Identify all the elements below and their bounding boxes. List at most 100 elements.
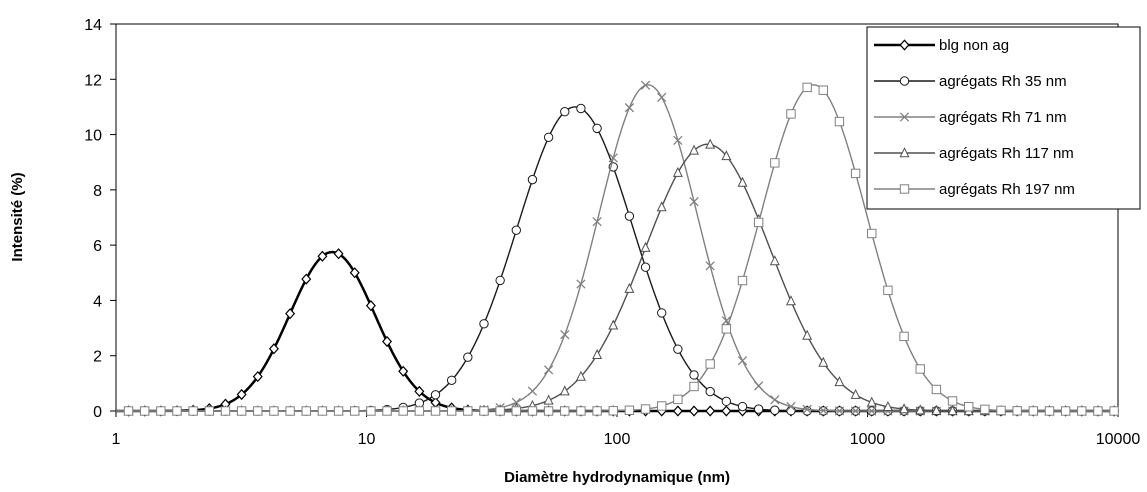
series-5-point bbox=[1012, 406, 1022, 416]
legend: blg non ag agrégats Rh 35 nm agrégats Rh 7… bbox=[866, 26, 1141, 210]
y-tick-label: 6 bbox=[93, 238, 102, 255]
legend-item-3: agrégats Rh 71 nm bbox=[874, 109, 1067, 126]
legend-item-4-label: agrégats Rh 117 nm bbox=[939, 145, 1074, 162]
series-3-point bbox=[689, 196, 699, 207]
series-5-point bbox=[834, 116, 845, 127]
x-tick-label: 1 bbox=[112, 431, 121, 448]
series-3-point bbox=[867, 406, 877, 416]
series-3-point bbox=[737, 356, 748, 366]
series-4-point bbox=[915, 404, 926, 415]
series-5-point bbox=[333, 406, 344, 416]
series-5-point bbox=[139, 406, 150, 416]
series-2-point bbox=[576, 103, 586, 114]
series-1-point bbox=[382, 335, 393, 348]
series-2-point bbox=[543, 132, 554, 142]
series-4-point bbox=[834, 376, 845, 387]
series-5-point bbox=[753, 217, 764, 228]
series-2-point bbox=[705, 386, 715, 397]
series-4-point bbox=[543, 394, 554, 405]
series-5-point bbox=[721, 324, 732, 334]
series-5-point bbox=[705, 359, 715, 369]
series-5-point bbox=[204, 406, 215, 416]
series-2-point bbox=[657, 308, 667, 318]
series-3-point bbox=[802, 404, 812, 415]
series-5-point bbox=[867, 228, 877, 239]
series-1-point bbox=[333, 248, 344, 260]
series-5-point bbox=[964, 402, 974, 412]
series-5-point bbox=[382, 406, 392, 416]
x-tick-label: 10000 bbox=[1096, 431, 1141, 448]
series-4-point bbox=[850, 388, 861, 399]
y-tick-label: 4 bbox=[93, 293, 102, 310]
legend-item-3-label: agrégats Rh 71 nm bbox=[939, 109, 1067, 126]
series-1-point bbox=[349, 267, 360, 279]
series-2-point bbox=[527, 174, 538, 185]
series-5-point bbox=[947, 396, 958, 406]
series-2-point bbox=[640, 262, 651, 272]
series-5-point bbox=[285, 406, 295, 416]
series-1-point bbox=[301, 273, 312, 285]
series-4-point bbox=[624, 282, 635, 293]
series-5-point bbox=[996, 405, 1006, 416]
series-3-point bbox=[786, 401, 796, 412]
series-3-point bbox=[721, 316, 732, 326]
series-3-point bbox=[753, 381, 764, 391]
series-5-point bbox=[657, 401, 667, 411]
series-4-point bbox=[802, 329, 813, 340]
series-2-point bbox=[446, 375, 457, 385]
series-2-point bbox=[479, 319, 489, 329]
series-4-point bbox=[656, 201, 667, 212]
series-5-point bbox=[673, 394, 683, 405]
series-3-point bbox=[511, 397, 521, 408]
x-axis-title: Diamètre hydrodynamique (nm) bbox=[504, 469, 730, 486]
series-5-point bbox=[236, 406, 247, 416]
series-5-point bbox=[980, 404, 990, 415]
series-5-point bbox=[479, 406, 489, 416]
y-tick-label: 12 bbox=[84, 72, 102, 89]
legend-item-1-point bbox=[899, 39, 910, 51]
series-layer bbox=[116, 80, 1120, 417]
series-5-point bbox=[576, 406, 586, 416]
series-2-point bbox=[721, 396, 732, 407]
series-2-point bbox=[495, 275, 505, 286]
series-3-point bbox=[560, 330, 570, 340]
series-1-point bbox=[705, 405, 716, 417]
series-5-point bbox=[172, 406, 182, 416]
series-3-point bbox=[624, 103, 635, 113]
y-axis: 0 2 4 6 8 10 12 14 bbox=[84, 17, 116, 421]
series-2-point bbox=[737, 401, 748, 412]
series-4-point bbox=[882, 400, 893, 411]
series-3-point bbox=[834, 406, 845, 416]
series-5-point bbox=[1044, 406, 1055, 416]
series-5-point bbox=[398, 406, 408, 416]
series-4-point bbox=[592, 348, 603, 360]
series-1-point bbox=[285, 308, 296, 320]
series-3-point bbox=[770, 395, 780, 405]
series-4-point bbox=[737, 176, 748, 187]
series-2-point bbox=[802, 406, 812, 416]
series-5-point bbox=[350, 406, 360, 416]
series-1-point bbox=[398, 365, 409, 377]
series-5-point bbox=[592, 406, 602, 416]
series-5-point bbox=[560, 406, 570, 416]
series-5-point bbox=[414, 406, 425, 416]
series-5-point bbox=[899, 331, 909, 342]
series-5-point bbox=[301, 406, 311, 416]
series-5-point bbox=[689, 381, 699, 392]
series-4-point bbox=[608, 319, 619, 330]
series-4-point bbox=[769, 255, 780, 266]
series-5-point bbox=[624, 405, 635, 415]
series-2-point bbox=[463, 352, 473, 362]
series-5-point bbox=[269, 406, 279, 416]
series-5-point bbox=[123, 406, 134, 416]
series-2-point bbox=[592, 123, 602, 134]
series-4-point bbox=[866, 396, 877, 407]
series-4-point bbox=[818, 356, 829, 367]
series-5-point bbox=[188, 406, 198, 416]
series-3-point bbox=[592, 216, 602, 227]
y-tick-label: 10 bbox=[84, 128, 102, 145]
series-1-point bbox=[317, 250, 328, 262]
series-2-point bbox=[511, 225, 521, 235]
series-2-point bbox=[689, 370, 699, 380]
